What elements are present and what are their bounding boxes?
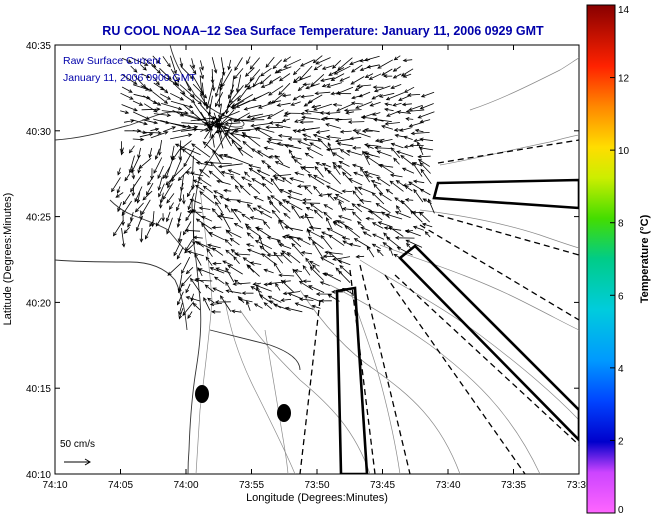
y-tick-label: 40:20 (26, 298, 51, 309)
x-tick-label: 73:55 (239, 480, 264, 491)
colorbar-label: Temperature (°C) (639, 214, 651, 303)
x-tick-label: 73:45 (370, 480, 395, 491)
colorbar-tick-label: 6 (618, 291, 624, 302)
x-axis-label: Longitude (Degrees:Minutes) (246, 492, 388, 504)
y-axis-label: Latitude (Degrees:Minutes) (2, 193, 14, 326)
scale-label: 50 cm/s (60, 439, 95, 450)
colorbar-tick-label: 14 (618, 5, 630, 16)
x-tick-label: 73:50 (304, 480, 329, 491)
station-marker (195, 385, 209, 403)
current-vector (237, 120, 265, 121)
x-tick-label: 74:05 (108, 480, 133, 491)
current-vector (349, 122, 365, 123)
y-tick-label: 40:30 (26, 127, 51, 138)
y-tick-label: 40:10 (26, 470, 51, 481)
chart-title: RU COOL NOAA–12 Sea Surface Temperature:… (102, 24, 544, 38)
x-tick-label: 74:10 (42, 480, 67, 491)
colorbar-tick-label: 4 (618, 364, 624, 375)
x-tick-label: 73:35 (501, 480, 526, 491)
colorbar-tick-label: 10 (618, 146, 630, 157)
y-tick-label: 40:25 (26, 213, 51, 224)
y-tick-label: 40:35 (26, 41, 51, 52)
x-tick-label: 73:40 (435, 480, 460, 491)
colorbar-tick-label: 0 (618, 505, 624, 516)
x-tick-label: 74:00 (173, 480, 198, 491)
colorbar-tick-label: 8 (618, 219, 624, 230)
colorbar (587, 5, 615, 513)
station-marker (277, 404, 291, 422)
colorbar-tick-label: 2 (618, 436, 624, 447)
colorbar-tick-label: 12 (618, 74, 630, 85)
overlay-label-current: Raw Surface Current (63, 55, 161, 67)
y-tick-label: 40:15 (26, 384, 51, 395)
overlay-label-date: January 11, 2006 0900 GMT (63, 72, 196, 84)
